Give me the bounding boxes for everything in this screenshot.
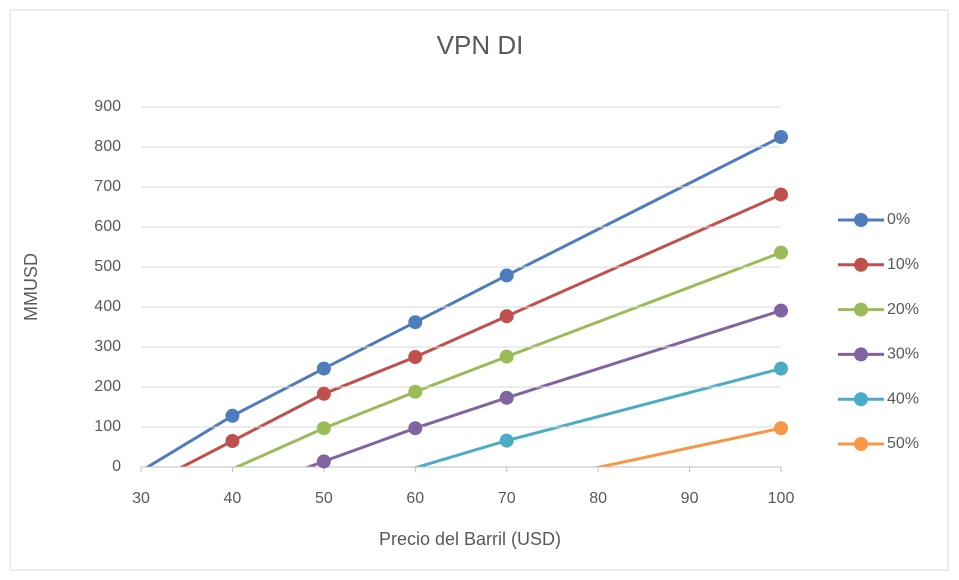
y-tick-label: 800 [94, 138, 121, 155]
y-tick-label: 300 [94, 338, 121, 355]
data-point [316, 386, 331, 401]
data-point [499, 268, 514, 283]
data-point [316, 421, 331, 436]
x-tick-label: 70 [498, 490, 516, 507]
chart-title: VPN DI [437, 30, 524, 60]
x-tick-label: 50 [315, 490, 333, 507]
x-tick-label: 100 [768, 490, 795, 507]
data-point [774, 187, 788, 202]
series-line [233, 251, 781, 467]
data-point [225, 434, 240, 448]
y-tick-label: 900 [94, 98, 121, 115]
data-point [225, 408, 240, 423]
legend-label: 30% [887, 346, 919, 363]
series-line [412, 367, 781, 467]
series-line [304, 309, 781, 467]
data-point [316, 454, 331, 469]
y-tick-label: 600 [94, 218, 121, 235]
legend-marker [854, 257, 868, 272]
x-tick-label: 30 [132, 490, 150, 507]
data-point [774, 303, 788, 318]
data-point [774, 245, 788, 260]
y-tick-label: 0 [112, 458, 121, 475]
plot-area [144, 135, 781, 467]
x-axis-label: Precio del Barril (USD) [379, 529, 561, 549]
legend-marker [854, 437, 868, 451]
legend-label: 40% [887, 390, 919, 407]
data-point [408, 315, 423, 330]
data-point [316, 361, 331, 376]
data-point [499, 390, 514, 405]
x-tick-label: 40 [224, 490, 242, 507]
y-tick-label: 700 [94, 178, 121, 195]
series-line [144, 135, 781, 467]
data-point [408, 421, 423, 436]
data-point [499, 309, 514, 324]
legend-label: 50% [887, 435, 919, 452]
y-tick-label: 200 [94, 378, 121, 395]
data-point [499, 349, 514, 364]
legend-marker [854, 392, 868, 407]
legend-marker [854, 302, 868, 317]
data-point [408, 350, 423, 364]
x-tick-label: 80 [589, 490, 607, 507]
legend-label: 10% [887, 256, 919, 273]
legend-marker [854, 347, 868, 362]
data-point [499, 433, 514, 448]
y-tick-label: 100 [94, 418, 121, 435]
y-tick-label: 500 [94, 258, 121, 275]
x-tick-label: 90 [681, 490, 699, 507]
series-line [178, 193, 781, 467]
legend-label: 20% [887, 301, 919, 318]
y-axis-label: MMUSD [21, 253, 41, 321]
x-tick-label: 60 [406, 490, 424, 507]
data-point [774, 130, 788, 144]
data-point [774, 421, 788, 436]
data-point [408, 384, 423, 399]
y-tick-label: 400 [94, 298, 121, 315]
legend-label: 0% [887, 211, 910, 228]
data-point [774, 361, 788, 376]
legend-marker [854, 213, 868, 227]
